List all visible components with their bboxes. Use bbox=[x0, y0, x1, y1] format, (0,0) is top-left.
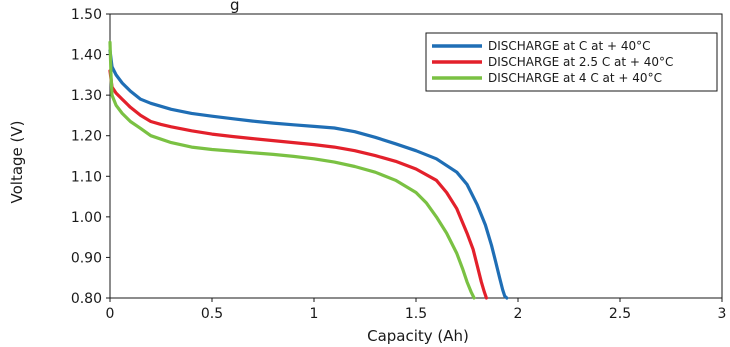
y-tick-label: 1.50 bbox=[71, 7, 102, 23]
series-line-3 bbox=[108, 40, 476, 300]
y-axis: 0.80 0.90 1.00 1.10 1.20 1.30 1.40 1.50 bbox=[71, 7, 110, 307]
x-axis: 0 0.5 1 1.5 2 2.5 3 bbox=[106, 298, 727, 322]
x-axis-label: Capacity (Ah) bbox=[367, 327, 469, 345]
y-tick-label: 0.90 bbox=[71, 250, 102, 266]
x-tick-label: 0 bbox=[106, 306, 115, 322]
y-tick-label: 1.30 bbox=[71, 88, 102, 104]
y-tick-label: 0.80 bbox=[71, 291, 102, 307]
series-line-1 bbox=[108, 48, 509, 300]
x-tick-label: 1 bbox=[310, 306, 319, 322]
x-tick-label: 0.5 bbox=[201, 306, 223, 322]
series-line-2 bbox=[108, 69, 488, 300]
y-tick-label: 1.40 bbox=[71, 48, 102, 64]
legend-entry-2: DISCHARGE at 2.5 C at + 40°C bbox=[488, 55, 673, 69]
y-tick-label: 1.10 bbox=[71, 169, 102, 185]
y-axis-label: Voltage (V) bbox=[8, 121, 26, 204]
x-tick-label: 1.5 bbox=[405, 306, 427, 322]
chart-title-fragment: g bbox=[230, 0, 240, 14]
x-tick-label: 2 bbox=[514, 306, 523, 322]
x-tick-label: 3 bbox=[718, 306, 727, 322]
legend-entry-1: DISCHARGE at C at + 40°C bbox=[488, 39, 651, 53]
x-tick-label: 2.5 bbox=[609, 306, 631, 322]
legend: DISCHARGE at C at + 40°C DISCHARGE at 2.5… bbox=[425, 32, 718, 92]
y-tick-label: 1.20 bbox=[71, 129, 102, 145]
series-lines bbox=[108, 40, 509, 300]
y-tick-label: 1.00 bbox=[71, 210, 102, 226]
legend-entry-3: DISCHARGE at 4 C at + 40°C bbox=[488, 71, 662, 85]
